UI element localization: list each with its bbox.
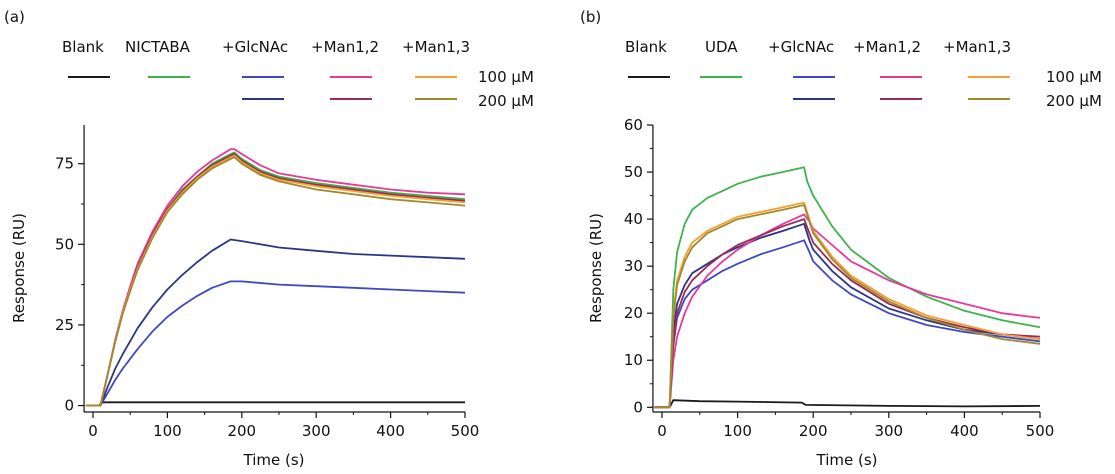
legend-a-header-glcnac: +GlcNAc (222, 38, 288, 56)
panel-b-xtick-label: 0 (657, 422, 667, 440)
panel-b-ytick-label: 60 (624, 116, 643, 134)
panel-b-series-2 (654, 239, 1041, 409)
panel-a-series-2 (85, 280, 466, 407)
panel-a-xtick-label: 300 (302, 422, 331, 440)
legend-a-header-man13: +Man1,3 (402, 38, 470, 56)
panel-a-ytick-label: 0 (65, 397, 75, 415)
legend-b-header-uda: UDA (705, 38, 738, 56)
panel-a-xtick-label: 500 (451, 422, 480, 440)
panel-b-series-7 (654, 204, 1041, 409)
panel-b-xtick-label: 500 (1026, 422, 1055, 440)
panel-b-series-0 (654, 399, 1041, 409)
panel-a-xlabel: Time (s) (243, 451, 305, 469)
panel-b-legend: Blank UDA +GlcNAc +Man1,2 +Man1,3 100 μM… (625, 38, 1102, 110)
panel-a-plot: 0 100 200 300 400 500 0 25 50 75 (55, 125, 479, 440)
panel-a: (a) Blank NICTABA +GlcNAc +Man1,2 +Man1,… (4, 8, 534, 469)
panel-a-series-3 (85, 238, 466, 407)
legend-b-row-200um: 200 μM (1046, 92, 1102, 110)
legend-a-row-100um: 100 μM (478, 68, 534, 86)
legend-a-row-200um: 200 μM (478, 92, 534, 110)
legend-b-header-man13: +Man1,3 (943, 38, 1011, 56)
panel-b-plot: 0 100 200 300 400 500 0 10 20 30 40 50 60 (624, 116, 1054, 440)
panel-b-series-4 (654, 213, 1041, 409)
panel-b-xtick-label: 200 (799, 422, 828, 440)
panel-a-xtick-label: 200 (227, 422, 256, 440)
panel-a-series-7 (85, 156, 466, 407)
panel-b-ylabel: Response (RU) (587, 213, 605, 323)
panel-a-xtick-label: 400 (376, 422, 405, 440)
panel-a-series-6 (85, 154, 466, 407)
panel-b-ytick-label: 0 (633, 398, 643, 416)
panel-b-xtick-label: 300 (874, 422, 903, 440)
panel-b-series-1 (654, 166, 1041, 409)
legend-b-row-100um: 100 μM (1046, 68, 1102, 86)
legend-b-header-man12: +Man1,2 (853, 38, 921, 56)
panel-b-ytick-label: 20 (624, 304, 643, 322)
panel-a-legend: Blank NICTABA +GlcNAc +Man1,2 +Man1,3 10… (62, 38, 534, 110)
panel-a-series-0 (85, 401, 465, 407)
panel-b-ytick-label: 30 (624, 257, 643, 275)
panel-a-ytick-label: 50 (55, 235, 74, 253)
panel-a-xtick-label: 100 (153, 422, 182, 440)
panel-a-ytick-label: 75 (55, 155, 74, 173)
legend-b-header-glcnac: +GlcNAc (768, 38, 834, 56)
panel-a-ytick-label: 25 (55, 316, 74, 334)
panel-b-xlabel: Time (s) (816, 451, 878, 469)
panel-b-series-5 (654, 218, 1041, 409)
panel-b-xtick-label: 400 (950, 422, 979, 440)
panel-b-xtick-label: 100 (723, 422, 752, 440)
panel-a-label: (a) (4, 8, 25, 26)
panel-a-ylabel: Response (RU) (10, 213, 28, 323)
legend-b-header-blank: Blank (625, 38, 667, 56)
legend-a-header-nictaba: NICTABA (125, 38, 191, 56)
panel-b-ytick-label: 50 (624, 163, 643, 181)
panel-b-ytick-label: 40 (624, 210, 643, 228)
panel-b: (b) Blank UDA +GlcNAc +Man1,2 +Man1,3 10… (580, 8, 1102, 469)
panel-b-series-3 (654, 222, 1041, 409)
panel-a-series-4 (85, 148, 466, 407)
panel-b-series-6 (654, 201, 1041, 409)
legend-a-header-man12: +Man1,2 (311, 38, 379, 56)
legend-a-header-blank: Blank (62, 38, 104, 56)
panel-a-xtick-label: 0 (88, 422, 98, 440)
panel-b-ytick-label: 10 (624, 351, 643, 369)
panel-b-label: (b) (580, 8, 601, 26)
